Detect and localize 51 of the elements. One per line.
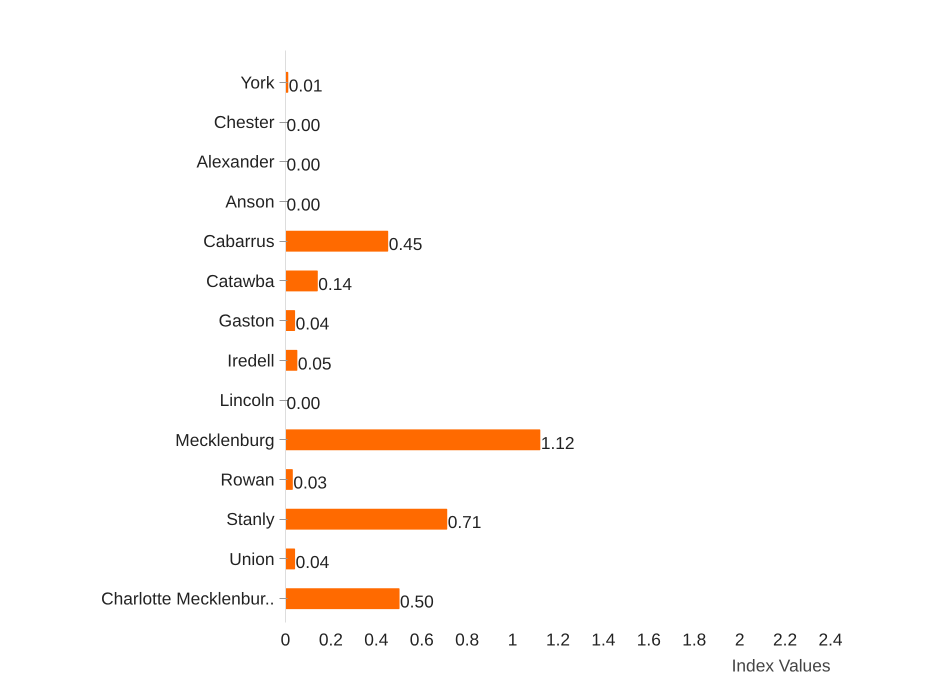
y-tick-label: Iredell — [227, 350, 275, 370]
x-tick-label: 0 — [280, 630, 290, 650]
y-tick-label: Charlotte Mecklenbur.. — [101, 588, 275, 609]
x-axis-title: Index Values — [732, 656, 831, 676]
bar — [286, 350, 298, 371]
data-label: 0.05 — [298, 353, 332, 374]
bar — [286, 588, 400, 610]
x-tick-label: 2.2 — [773, 630, 798, 650]
bar — [286, 508, 448, 530]
y-tick-label: Cabarrus — [203, 231, 275, 252]
y-tick-label: Union — [229, 548, 275, 569]
y-tick-label: Mecklenburg — [175, 430, 275, 450]
y-tick-label: Gaston — [218, 310, 275, 331]
y-tick-label: Alexander — [196, 152, 275, 172]
data-label: 0.45 — [388, 234, 422, 254]
x-tick-label: 1.4 — [591, 630, 616, 650]
y-tick-label: Lincoln — [220, 390, 275, 410]
data-label: 0.00 — [286, 393, 320, 414]
bar — [286, 230, 388, 252]
y-tick-label: Catawba — [206, 270, 275, 291]
x-tick-label: 0.8 — [455, 630, 480, 650]
bar — [286, 310, 296, 332]
x-tick-label: 1 — [508, 630, 518, 650]
x-tick-label: 0.6 — [410, 630, 434, 650]
x-tick-label: 1.2 — [546, 630, 570, 650]
bar — [286, 429, 540, 450]
data-label: 0.71 — [448, 512, 482, 532]
data-label: 0.00 — [286, 115, 320, 135]
y-tick-label: Chester — [214, 112, 275, 132]
x-tick-label: 2.4 — [818, 630, 843, 650]
data-label: 0.50 — [400, 592, 434, 612]
data-label: 0.00 — [286, 154, 320, 175]
x-tick-label: 1.6 — [636, 630, 661, 650]
y-tick-label: Rowan — [220, 470, 275, 490]
data-label: 1.12 — [540, 432, 575, 453]
data-label: 0.04 — [296, 314, 330, 334]
bar — [286, 548, 296, 570]
bar — [286, 270, 318, 292]
x-tick-label: 2 — [734, 630, 744, 650]
data-label: 0.14 — [318, 274, 352, 294]
data-label: 0.01 — [288, 75, 323, 96]
data-label: 0.03 — [293, 472, 328, 492]
x-tick-label: 0.2 — [318, 630, 343, 650]
y-tick-label: Stanly — [226, 509, 275, 530]
data-label: 0.04 — [296, 552, 330, 572]
x-tick-label: 1.8 — [682, 630, 706, 650]
x-tick-label: 0.4 — [364, 630, 389, 650]
y-tick-label: Anson — [225, 191, 275, 212]
bar — [286, 469, 293, 490]
data-label: 0.00 — [286, 194, 320, 214]
y-tick-label: York — [240, 72, 275, 92]
